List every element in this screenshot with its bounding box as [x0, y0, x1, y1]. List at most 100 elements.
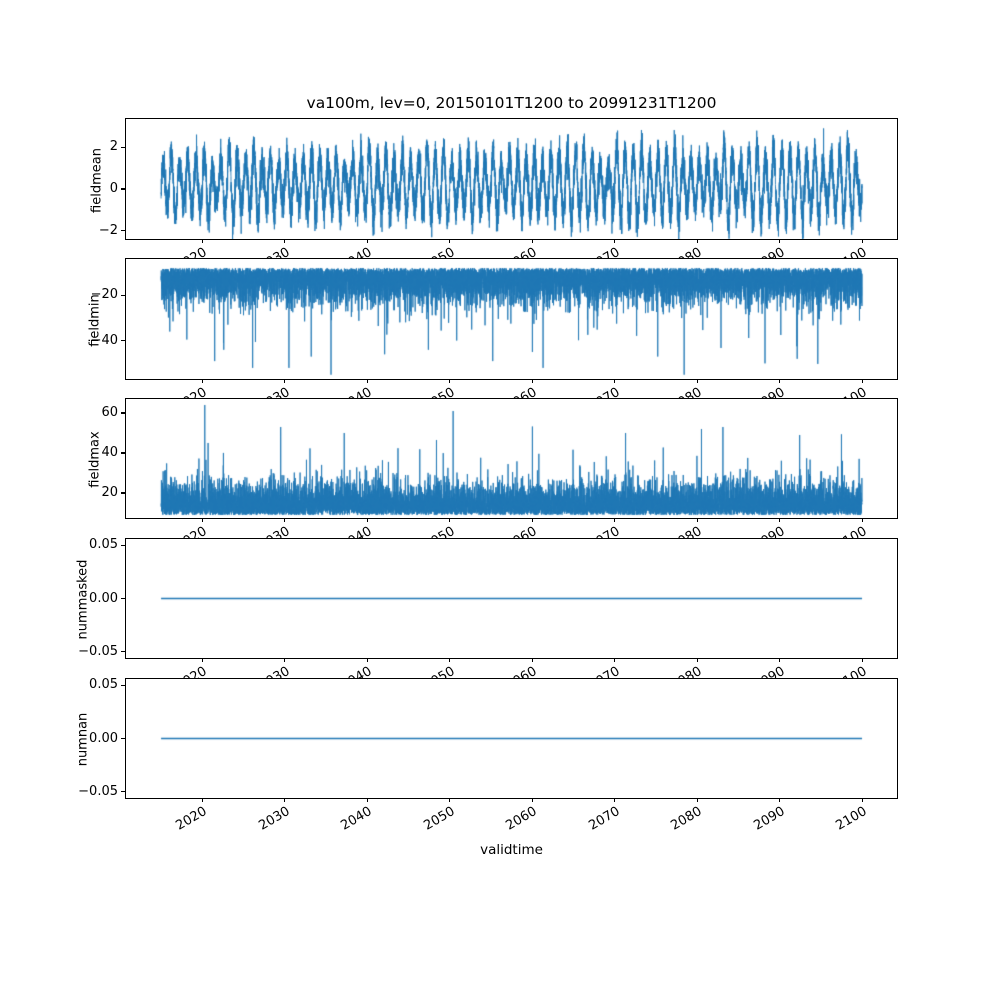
subplot-nummasked: 0.050.00−0.05nummasked202020302040205020…: [76, 537, 898, 694]
x-tick-mark: [696, 798, 698, 802]
y-tick-mark: [121, 492, 125, 494]
y-tick-mark: [121, 146, 125, 148]
fieldmin-y-axis-label: fieldmin: [87, 293, 103, 347]
x-tick-label: 2070: [586, 804, 623, 834]
x-tick-mark: [861, 379, 863, 383]
x-tick-mark: [366, 658, 368, 662]
x-tick-mark: [449, 379, 451, 383]
y-tick-mark: [121, 340, 125, 342]
x-tick-mark: [366, 798, 368, 802]
y-tick-label: −0.05: [78, 783, 118, 799]
x-tick-mark: [449, 658, 451, 662]
fieldmax-y-axis-label: fieldmax: [87, 431, 103, 488]
x-tick-mark: [531, 239, 533, 243]
x-tick-mark: [779, 658, 781, 662]
y-tick-label: −0.05: [78, 643, 118, 659]
y-tick-label: 20: [101, 485, 118, 500]
x-tick-mark: [696, 379, 698, 383]
x-tick-mark: [614, 798, 616, 802]
x-tick-mark: [861, 658, 863, 662]
x-tick-mark: [696, 518, 698, 522]
x-tick-mark: [861, 239, 863, 243]
x-tick-mark: [449, 518, 451, 522]
y-tick-label: 2: [109, 139, 118, 155]
y-tick-mark: [121, 737, 125, 740]
subplot-fieldmax: 604020fieldmax20202030204020502060207020…: [88, 398, 898, 554]
y-tick-mark: [121, 650, 125, 653]
y-tick-label: −40: [90, 332, 118, 348]
x-tick-mark: [531, 379, 533, 383]
x-tick-mark: [366, 379, 368, 383]
x-tick-mark: [614, 658, 616, 662]
x-tick-label: 2060: [503, 804, 540, 834]
y-tick-label: 0: [109, 180, 118, 196]
fieldmax-plot-canvas: [126, 399, 897, 518]
x-tick-mark: [284, 798, 286, 802]
chart-title: va100m, lev=0, 20150101T1200 to 20991231…: [306, 94, 717, 112]
y-tick-label: 0.00: [89, 730, 118, 746]
x-tick-mark: [779, 518, 781, 522]
x-tick-mark: [201, 798, 203, 802]
x-tick-mark: [861, 798, 863, 802]
x-tick-label: 2090: [751, 804, 788, 834]
y-tick-mark: [121, 188, 125, 190]
x-tick-label: 2020: [173, 804, 210, 834]
x-tick-mark: [531, 518, 533, 522]
subplot-fieldmin: −20−40fieldmin20202030204020502060207020…: [88, 258, 898, 415]
x-tick-mark: [696, 658, 698, 662]
x-tick-mark: [201, 658, 203, 662]
subplot-fieldmean: 20−2fieldmean202020302040205020602070208…: [90, 118, 898, 275]
y-tick-mark: [121, 597, 125, 600]
numnan-y-axis-label: numnan: [75, 712, 91, 767]
x-tick-strip: 2020 2030 2040 2050 2060 2070 2080 2090 2100: [125, 798, 898, 834]
fieldmean-y-axis-label: fieldmean: [89, 147, 105, 213]
y-tick-label: 60: [101, 405, 118, 420]
subplot-numnan: 0.05 0.00 −0.05 numnan 2020 2030 2040 2050 2060 2…: [76, 677, 898, 834]
nummasked-y-axis-label: nummasked: [75, 559, 91, 640]
x-tick-mark: [449, 239, 451, 243]
x-tick-mark: [614, 239, 616, 243]
x-tick-mark: [284, 518, 286, 522]
x-tick-mark: [779, 798, 781, 802]
x-tick-mark: [614, 379, 616, 383]
x-tick-mark: [201, 239, 203, 243]
y-tick-mark: [121, 412, 125, 414]
y-tick-mark: [121, 230, 125, 232]
y-tick-mark: [121, 544, 125, 547]
y-tick-label: −20: [90, 287, 118, 303]
y-tick-label: 0.05: [89, 677, 118, 693]
x-tick-label: 2080: [668, 804, 705, 834]
x-tick-mark: [284, 379, 286, 383]
x-tick-mark: [201, 379, 203, 383]
x-tick-mark: [284, 658, 286, 662]
x-tick-label: 2040: [338, 804, 375, 834]
x-axis-label: validtime: [480, 842, 543, 858]
y-tick-mark: [121, 452, 125, 454]
x-tick-label: 2050: [421, 804, 458, 834]
fieldmean-plot-canvas: [126, 119, 897, 239]
y-tick-mark: [121, 294, 125, 296]
x-tick-label: 2100: [833, 804, 870, 834]
x-tick-label: 2030: [256, 804, 293, 834]
x-tick-mark: [779, 379, 781, 383]
x-tick-mark: [696, 239, 698, 243]
x-tick-mark: [614, 518, 616, 522]
y-tick-label: 40: [101, 445, 118, 460]
nummasked-plot-canvas: [126, 539, 897, 658]
numnan-plot-canvas: [126, 679, 897, 798]
x-tick-mark: [449, 798, 451, 802]
x-tick-mark: [531, 658, 533, 662]
y-tick-mark: [121, 790, 125, 793]
x-tick-mark: [284, 239, 286, 243]
y-tick-label: −2: [98, 222, 118, 238]
x-tick-mark: [201, 518, 203, 522]
x-tick-mark: [779, 239, 781, 243]
x-tick-mark: [861, 518, 863, 522]
fieldmin-plot-canvas: [126, 259, 897, 379]
x-tick-mark: [366, 518, 368, 522]
y-tick-label: 0.05: [89, 537, 118, 553]
x-tick-mark: [366, 239, 368, 243]
x-tick-mark: [531, 798, 533, 802]
y-tick-label: 0.00: [89, 590, 118, 606]
